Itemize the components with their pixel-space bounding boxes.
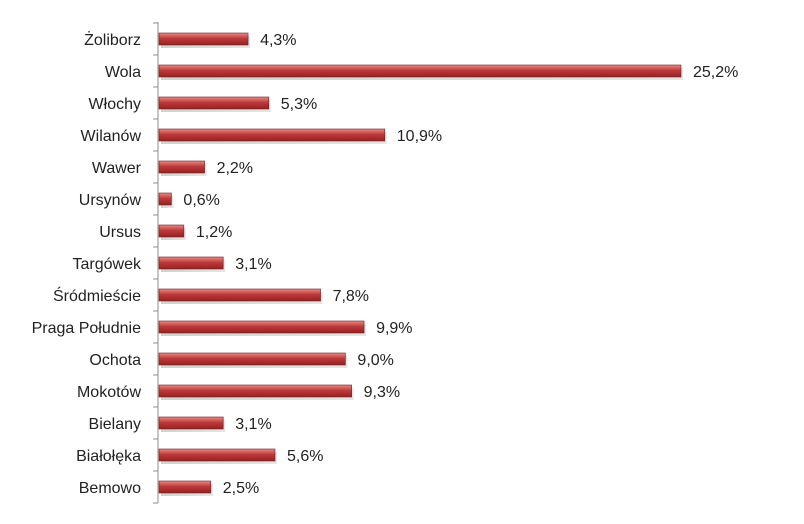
category-label: Bemowo <box>79 480 141 497</box>
category-label: Białołęka <box>76 448 141 465</box>
category-label: Wawer <box>92 160 142 177</box>
bar <box>158 416 224 430</box>
plot-area: Żoliborz 4,3% Wola 25,2% Włochy 5,3% Wilanów 10… <box>32 22 738 504</box>
value-label: 3,1% <box>235 256 271 273</box>
bar <box>158 288 321 302</box>
bar <box>158 448 276 462</box>
value-label: 0,6% <box>183 192 219 209</box>
category-label: Wilanów <box>81 128 142 145</box>
category-label: Ursynów <box>79 192 142 209</box>
value-label: 9,0% <box>357 352 393 369</box>
category-label: Targówek <box>73 256 142 273</box>
category-label: Mokotów <box>77 384 141 401</box>
bar <box>158 224 185 238</box>
category-label: Włochy <box>89 96 141 113</box>
category-label: Wola <box>105 64 141 81</box>
value-label: 9,9% <box>376 320 412 337</box>
category-label: Praga Południe <box>32 320 142 337</box>
bar <box>158 320 365 334</box>
value-label: 9,3% <box>364 384 400 401</box>
bar <box>158 352 346 366</box>
bar <box>158 480 212 494</box>
value-label: 10,9% <box>397 128 442 145</box>
bar <box>158 128 386 142</box>
bar <box>158 192 172 206</box>
value-label: 5,6% <box>287 448 323 465</box>
value-label: 5,3% <box>281 96 317 113</box>
category-label: Ursus <box>99 224 141 241</box>
value-label: 2,2% <box>217 160 253 177</box>
category-label: Bielany <box>89 416 141 433</box>
bar <box>158 160 205 174</box>
bar <box>158 96 270 110</box>
category-label: Śródmieście <box>53 286 141 305</box>
bar <box>158 384 352 398</box>
value-label: 4,3% <box>260 32 296 49</box>
bar <box>158 256 224 270</box>
value-label: 2,5% <box>223 480 259 497</box>
category-label: Ochota <box>89 352 141 369</box>
value-label: 1,2% <box>196 224 232 241</box>
category-label: Żoliborz <box>84 30 141 49</box>
value-label: 3,1% <box>235 416 271 433</box>
bar <box>158 64 682 78</box>
value-label: 25,2% <box>693 64 738 81</box>
value-label: 7,8% <box>333 288 369 305</box>
bar <box>158 32 249 46</box>
